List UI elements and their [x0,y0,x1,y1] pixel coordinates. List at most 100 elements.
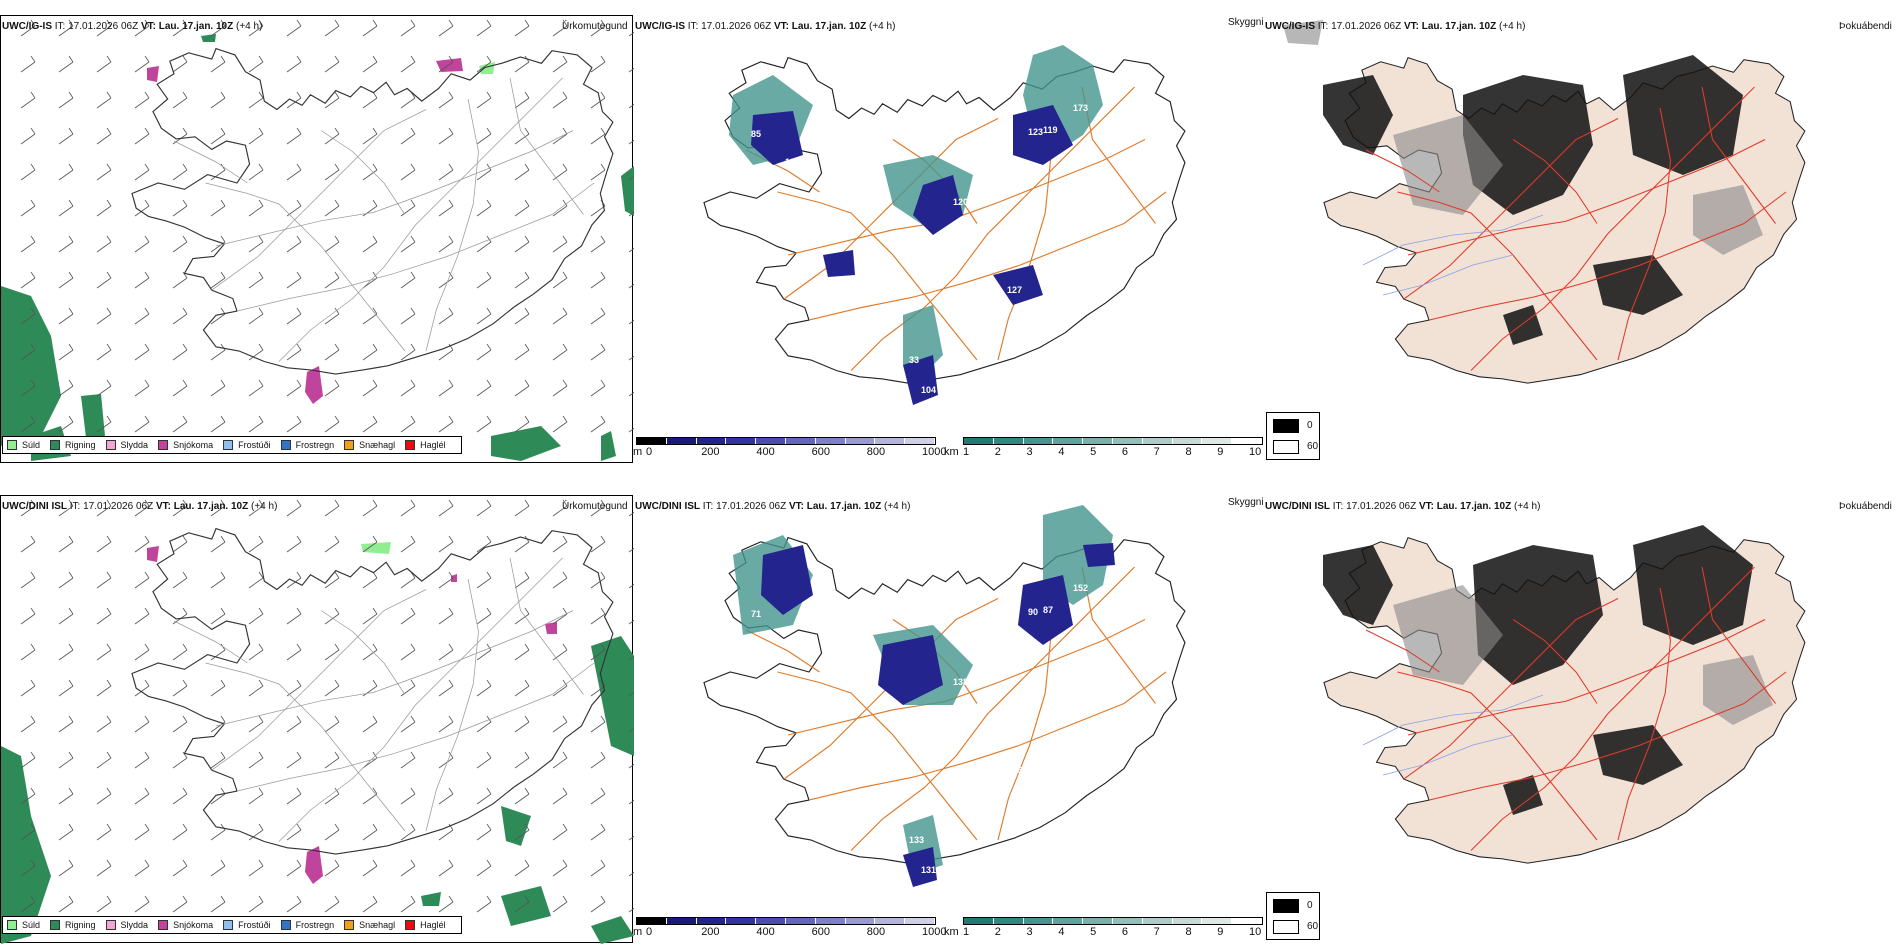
wind-barb-flag [106,55,112,63]
cloud-cover-light-swatch [1273,920,1299,934]
wind-barb [210,385,226,397]
wind-barb [324,721,340,733]
wind-barb-flag [600,859,606,867]
wind-barb [552,133,568,145]
wind-barb-flag [448,91,454,99]
wind-barb [96,241,112,253]
wind-barb [552,349,568,361]
wind-barb [58,649,74,661]
wind-barb-flag [182,343,188,351]
wind-barb [58,793,74,805]
cloud-base-value: 127 [1007,285,1022,295]
wind-barb [172,865,188,877]
wind-barb [476,613,492,625]
wind-barb [248,385,264,397]
visibility-map[interactable]: 71 98 103 90 87 138 126 131 133 152 68 [633,495,1233,943]
legend-label: Snjókoma [173,920,214,930]
wind-barb [20,169,36,181]
wind-barb-flag [258,235,264,243]
wind-barb-flag [600,415,606,423]
cloud-base-value: 33 [909,355,919,365]
legend-item: Snjókoma [158,920,213,930]
wind-barb-flag [68,307,74,315]
wind-barb-flag [600,307,606,315]
cloud-base-value: 85 [751,129,761,139]
wind-barb [400,313,416,325]
wind-barb-flag [220,343,226,351]
wind-barb [20,61,36,73]
colorbar-segment [1023,438,1054,444]
wind-barb-flag [600,163,606,171]
wind-barb [590,25,606,37]
wind-barb [286,61,302,73]
wind-barb [590,313,606,325]
wind-barb [590,241,606,253]
wind-barb-flag [448,823,454,831]
wind-barb-flag [410,823,416,831]
wind-barb-flag [524,199,530,207]
wind-barb-flag [220,571,226,579]
wind-barb [324,25,340,37]
wind-barb [514,901,530,913]
wind-barb [210,757,226,769]
wind-barb-flag [524,235,530,243]
visibility-map[interactable]: 85 101 137 123 119 120 127 104 33 173 82 [633,15,1233,463]
precip-type-map[interactable] [0,15,634,463]
fog-indicator-map[interactable] [1263,495,1900,943]
wind-barb-flag [524,271,530,279]
wind-barb-flag [600,643,606,651]
wind-barb-flag [372,199,378,207]
wind-barb [286,385,302,397]
wind-barb [590,61,606,73]
wind-barb [172,61,188,73]
wind-barb-flag [562,823,568,831]
wind-barb-flag [220,199,226,207]
wind-barb-flag [524,127,530,135]
wind-barb [134,577,150,589]
wind-barb-flag [258,787,264,795]
wind-barb-flag [220,379,226,387]
wind-barb-flag [296,379,302,387]
wind-barb [400,901,416,913]
wind-barb [324,757,340,769]
wind-barb-flag [30,235,36,243]
colorbar-segment [756,438,786,444]
wind-barb-flag [334,127,340,135]
wind-barb-flag [182,679,188,687]
wind-barb-flag [258,571,264,579]
colorbar-segment [964,438,994,444]
wind-barb [476,901,492,913]
legend-label: Rigning [65,920,96,930]
colorbar-tick: 400 [756,446,775,458]
wind-barb-flag [524,751,530,759]
wind-barb-flag [220,895,226,903]
colorbar-segment [1142,438,1173,444]
wind-barb-flag [182,859,188,867]
wind-barb-flag [410,127,416,135]
precip-type-map[interactable] [0,495,634,944]
wind-barb-flag [410,679,416,687]
wind-barb [210,313,226,325]
colorbar-segment [875,438,906,444]
wind-barb-flag [524,823,530,831]
wind-barb-flag [600,499,606,507]
fog-indicator-map[interactable] [1263,15,1900,463]
wind-barb [210,865,226,877]
wind-barb [96,649,112,661]
cloud-base-value: 137 [813,91,828,101]
wind-barb-flag [486,343,492,351]
wind-barb [514,241,530,253]
wind-barb-flag [448,55,454,63]
wind-barb [20,649,36,661]
wind-barb [514,757,530,769]
wind-barb [134,829,150,841]
wind-barb-flag [68,163,74,171]
wind-barb-flag [144,895,150,903]
legend-swatch [223,920,234,930]
wind-barb-flag [68,127,74,135]
legend-swatch [50,440,61,450]
precip-type-legend: Súld Rigning Slydda Snjókoma Frostúði Frostre… [2,916,462,934]
colorbar-tick: 1 [963,926,970,938]
wind-barb [400,385,416,397]
wind-barb [20,613,36,625]
